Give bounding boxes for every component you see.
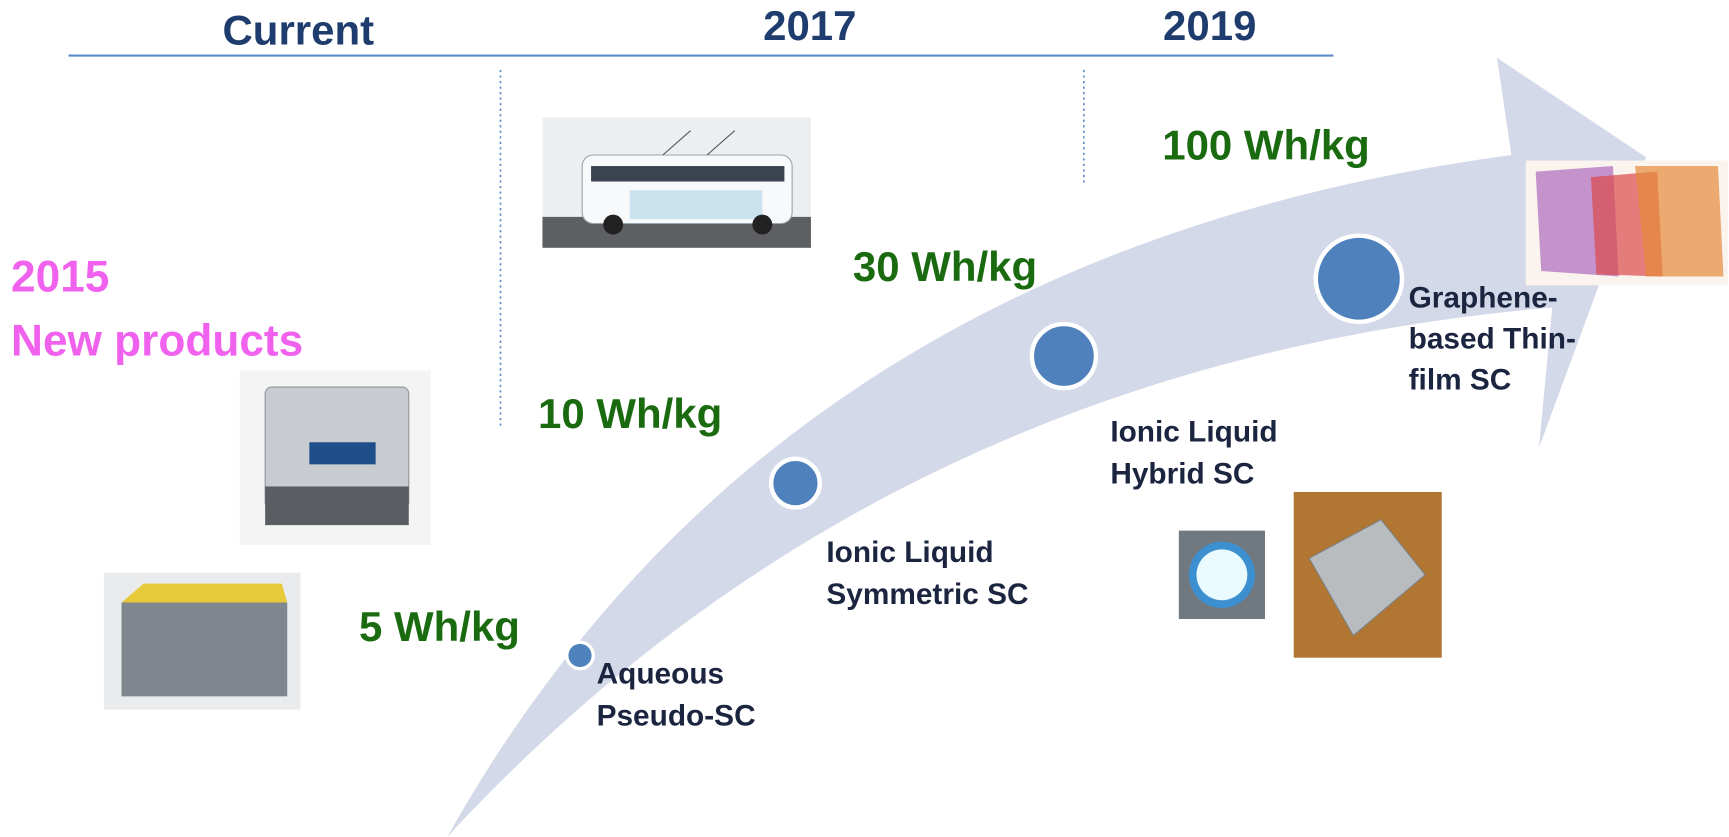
stage-name-line: film SC: [1409, 363, 1512, 396]
led-image: [1179, 531, 1265, 619]
period-label: Current: [223, 7, 375, 54]
energy-label: 5 Wh/kg: [359, 603, 520, 650]
stage-name-line: Ionic Liquid: [826, 536, 993, 569]
stage-marker: [567, 642, 594, 669]
stage-marker: [771, 459, 820, 508]
energy-label: 10 Wh/kg: [538, 390, 722, 437]
stage-name-line: based Thin-: [1409, 322, 1576, 355]
stage-name-line: Ionic Liquid: [1110, 415, 1277, 448]
stage-name: Ionic Liquid Symmetric SC: [826, 536, 1028, 611]
bus-image: [542, 117, 810, 247]
stage-marker: [1032, 324, 1096, 388]
promo-label: New products: [11, 317, 303, 366]
stage-name-line: Aqueous: [597, 657, 725, 690]
roadmap: Current 2017 2019 2015 New products: [0, 0, 1729, 837]
promo-year: 2015: [11, 253, 109, 302]
battery-image: [240, 370, 431, 545]
period-label: 2019: [1163, 2, 1256, 49]
energy-label: 30 Wh/kg: [853, 243, 1037, 290]
stage-name-line: Pseudo-SC: [597, 699, 756, 732]
energy-label: 100 Wh/kg: [1162, 121, 1370, 168]
stage-marker: [1316, 236, 1402, 322]
battery-image: [104, 573, 301, 710]
stage-name: Aqueous Pseudo-SC: [597, 657, 756, 732]
stage-name: Ionic Liquid Hybrid SC: [1110, 415, 1286, 490]
period-label: 2017: [763, 2, 856, 49]
stage-name-line: Symmetric SC: [826, 578, 1028, 611]
page: {"header": {"periods": ["Current", "2017…: [0, 0, 1729, 837]
pouch-cell-image: [1294, 492, 1442, 658]
stage-name-line: Graphene-: [1409, 282, 1558, 315]
stage-name-line: Hybrid SC: [1110, 457, 1254, 490]
graphene-image: [1526, 161, 1728, 286]
